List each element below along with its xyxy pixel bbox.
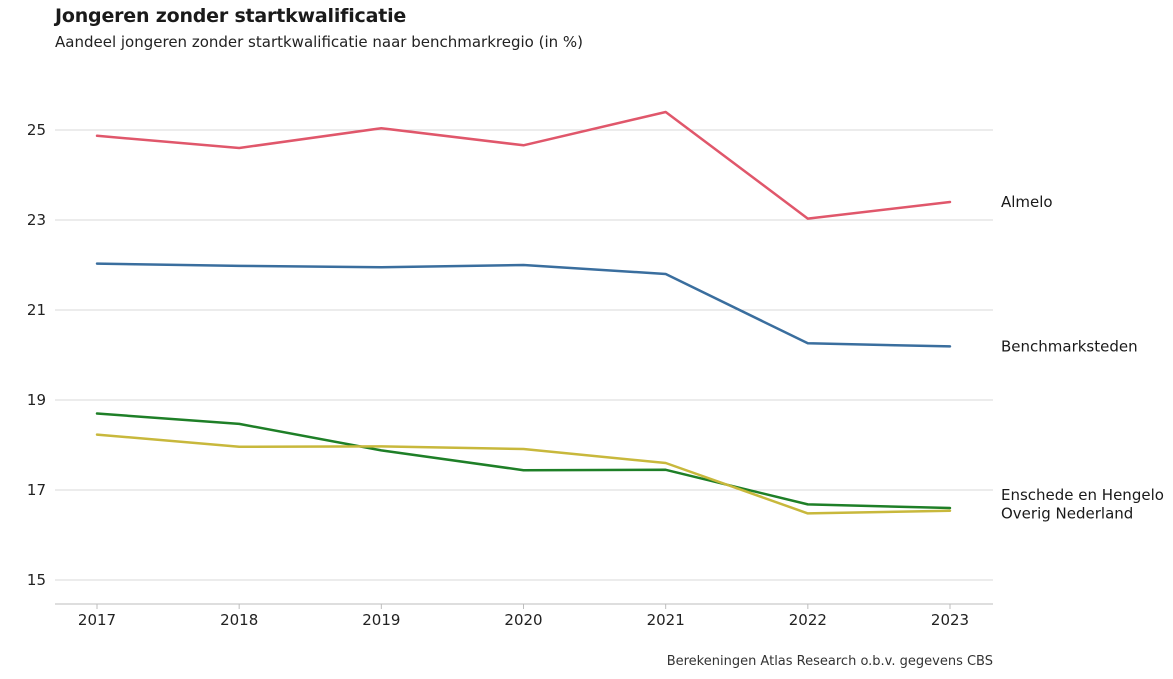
- x-tick-label: 2018: [220, 611, 258, 629]
- x-tick-label: 2021: [647, 611, 685, 629]
- series-line-almelo: [95, 110, 952, 220]
- x-tick-label: 2020: [504, 611, 542, 629]
- x-tick-label: 2022: [789, 611, 827, 629]
- series-line-enschede-en-hengelo: [95, 412, 952, 510]
- chart-subtitle: Aandeel jongeren zonder startkwalificati…: [55, 33, 584, 51]
- series-label-overig-nederland: Overig Nederland: [1001, 505, 1133, 523]
- x-tick-label: 2017: [78, 611, 116, 629]
- y-tick-label: 19: [27, 391, 46, 409]
- y-tick-label: 21: [27, 301, 46, 319]
- series-label-enschede-en-hengelo: Enschede en Hengelo: [1001, 486, 1164, 504]
- y-tick-label: 17: [27, 481, 46, 499]
- series-labels: Almelo Benchmarksteden Enschede en Hengelo…: [1001, 193, 1164, 523]
- series-line-benchmarksteden: [95, 262, 952, 348]
- series-lines: [95, 110, 952, 515]
- series-label-benchmarksteden: Benchmarksteden: [1001, 337, 1138, 355]
- series-label-almelo: Almelo: [1001, 193, 1053, 211]
- y-tick-label: 25: [27, 121, 46, 139]
- x-tick-label: 2023: [931, 611, 969, 629]
- y-axis-ticks: 15 17 19 21 23 25: [27, 121, 46, 589]
- x-tick-label: 2019: [362, 611, 400, 629]
- chart-title: Jongeren zonder startkwalificatie: [55, 5, 407, 27]
- x-axis-ticks: 2017 2018 2019 2020 2021 2022 2023: [78, 604, 969, 629]
- series-line-overig-nederland: [95, 433, 952, 515]
- grid-lines: [55, 129, 993, 581]
- y-tick-label: 15: [27, 571, 46, 589]
- y-tick-label: 23: [27, 211, 46, 229]
- source-caption: Berekeningen Atlas Research o.b.v. gegev…: [666, 654, 993, 669]
